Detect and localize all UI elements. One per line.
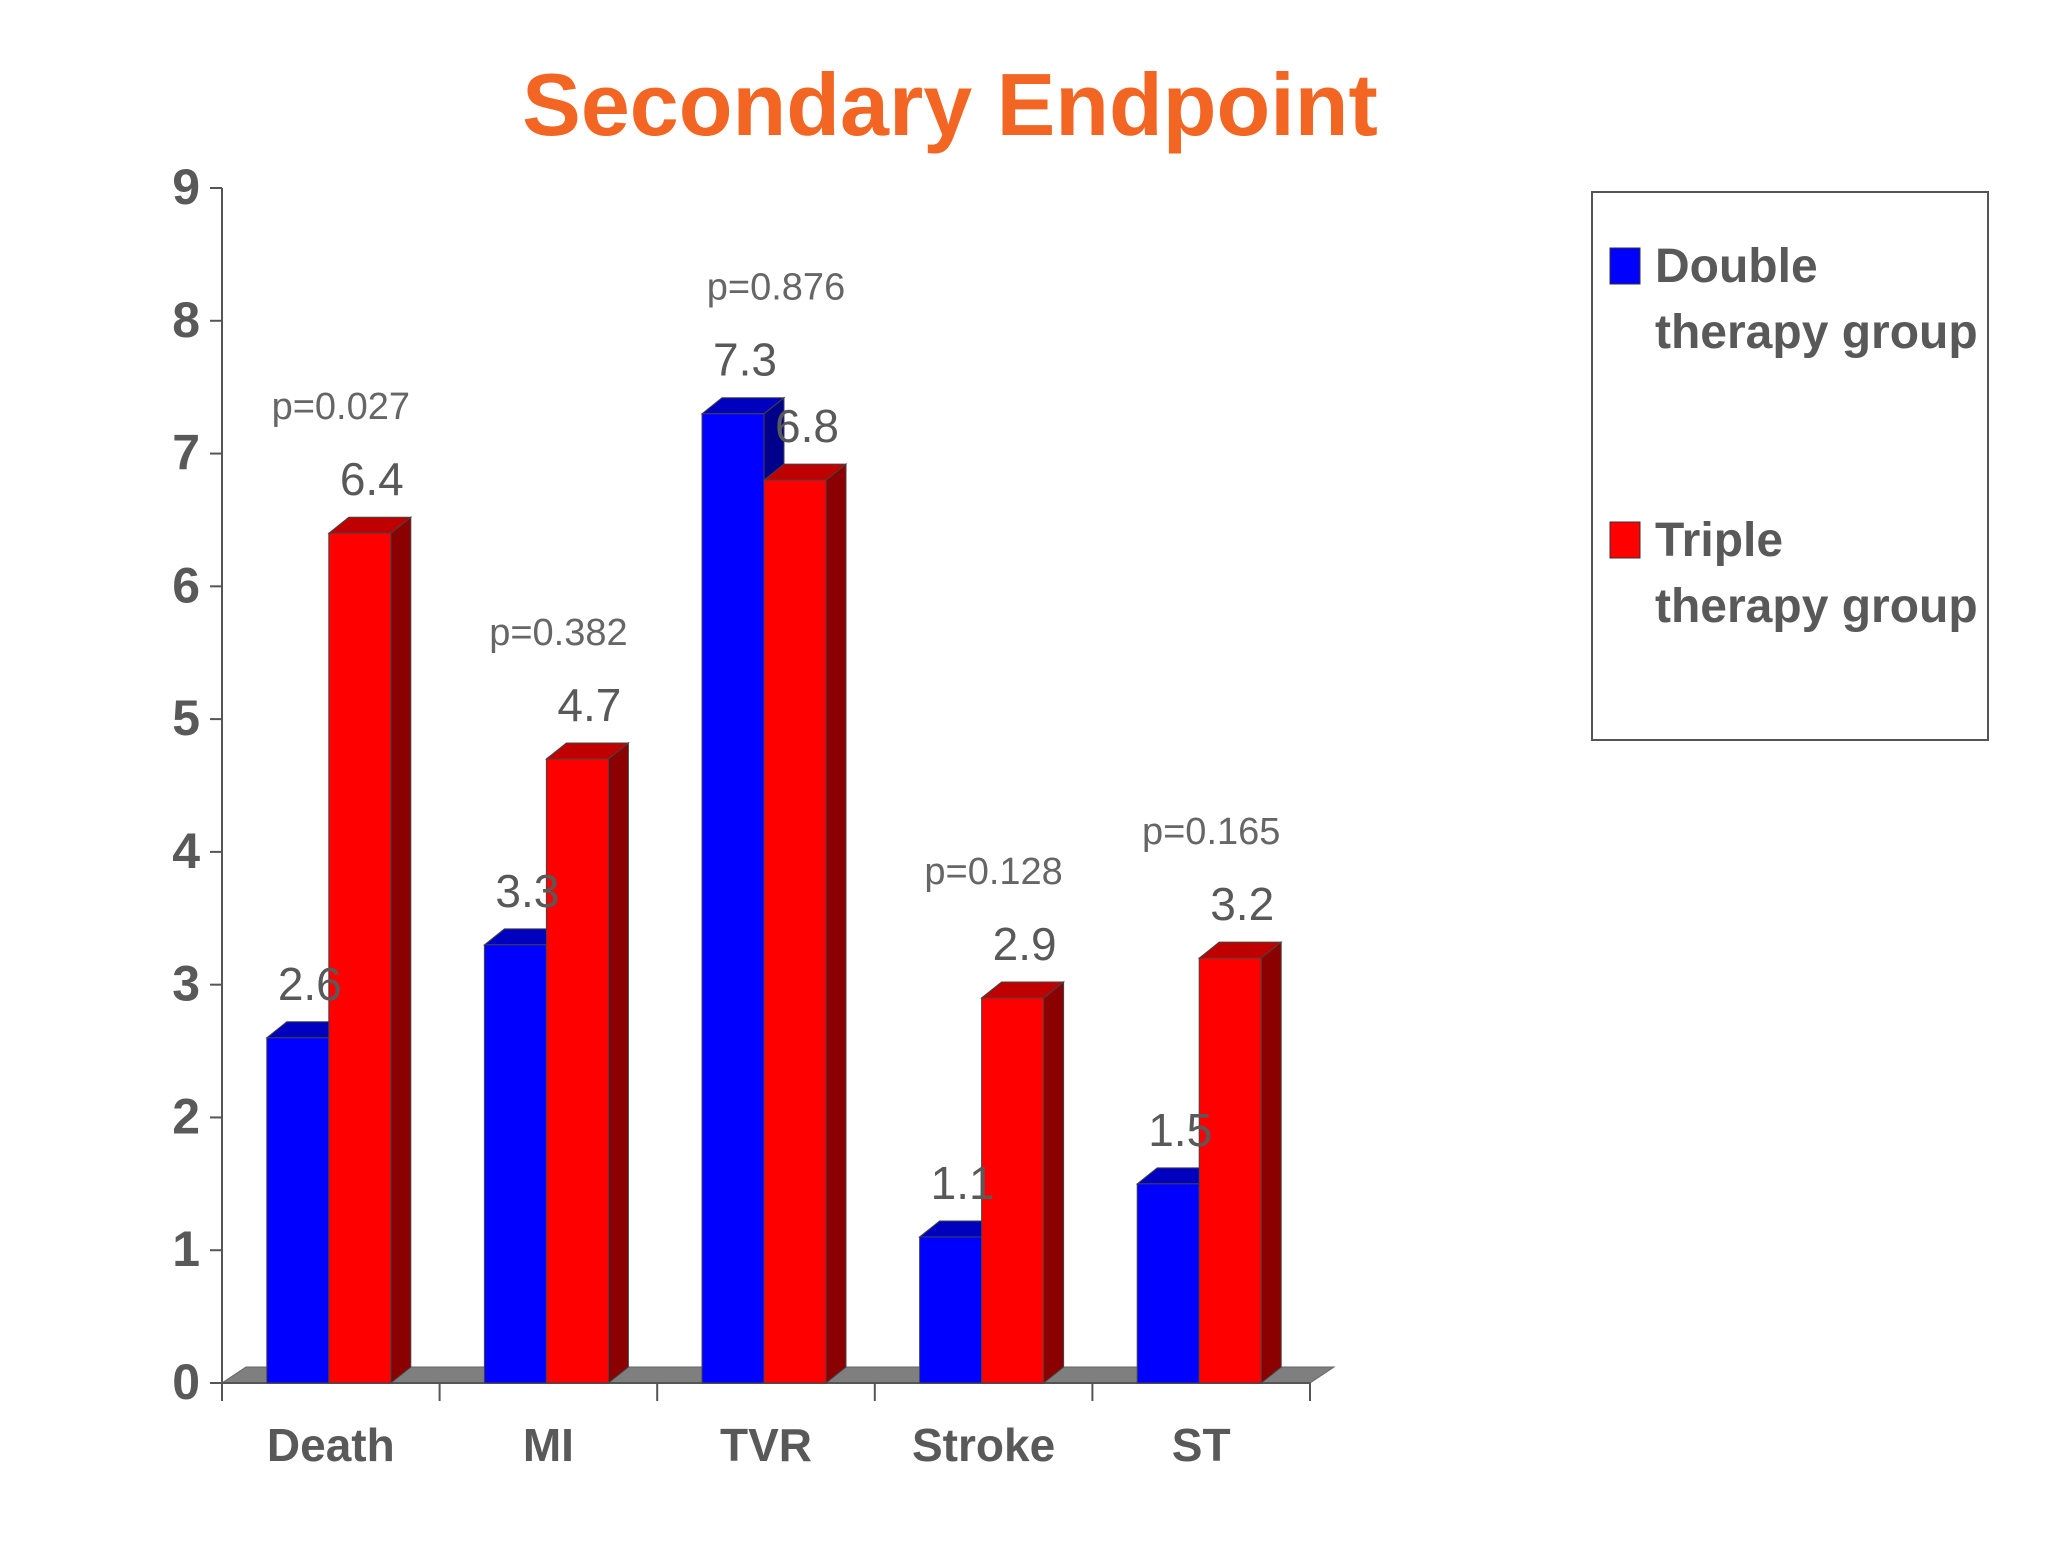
bar-triple-therapy (981, 997, 1045, 1384)
bar-double-therapy (919, 1236, 983, 1384)
p-value-annotation: p=0.128 (924, 851, 1062, 893)
y-tick-label: 3 (172, 956, 200, 1012)
p-value-annotation: p=0.876 (707, 267, 845, 309)
x-tick-label: MI (523, 1419, 574, 1471)
y-tick-label: 4 (172, 823, 200, 879)
bar-side (607, 741, 629, 1385)
data-label: 3.2 (1210, 878, 1274, 930)
chart-title: Secondary Endpoint (522, 55, 1378, 154)
data-label: 4.7 (557, 679, 621, 731)
data-label: 2.6 (278, 958, 342, 1010)
data-labels: 2.6 6.4 p=0.027 3.3 4.7 p=0.382 7.3 6.8 p=0.876 1… (272, 267, 1281, 1209)
bars (265, 396, 1283, 1385)
legend-label: Double (1655, 240, 1818, 293)
y-tick-label: 6 (172, 557, 200, 613)
x-tick-label: Stroke (912, 1419, 1055, 1471)
legend-label: Triple (1655, 514, 1783, 567)
y-tick-label: 0 (172, 1354, 200, 1410)
legend-swatch (1609, 521, 1641, 559)
bar-side (390, 516, 412, 1385)
bar-double-therapy (483, 944, 547, 1384)
bar-double-therapy (266, 1037, 330, 1384)
bar-double-therapy (1136, 1183, 1200, 1384)
y-tick-label: 2 (172, 1088, 200, 1144)
y-tick-label: 9 (172, 159, 200, 215)
data-label: 3.3 (495, 865, 559, 917)
x-tick-label: TVR (720, 1419, 812, 1471)
bar-side (825, 463, 847, 1385)
x-tick-label: ST (1172, 1419, 1231, 1471)
p-value-annotation: p=0.027 (272, 386, 410, 428)
data-label: 6.8 (775, 400, 839, 452)
y-tick-label: 7 (172, 425, 200, 481)
legend-label: therapy group (1655, 580, 1978, 633)
legend-box (1591, 191, 1989, 741)
data-label: 1.1 (931, 1157, 995, 1209)
legend-label: therapy group (1655, 306, 1978, 359)
data-label: 6.4 (340, 453, 404, 505)
legend: Double therapy group Triple therapy group (1591, 191, 1989, 741)
x-tick-label: Death (267, 1419, 395, 1471)
bar-side (1043, 980, 1065, 1385)
data-label: 2.9 (993, 918, 1057, 970)
y-tick-label: 5 (172, 690, 200, 746)
bar-double-therapy (701, 413, 765, 1384)
y-tick-label: 8 (172, 292, 200, 348)
data-label: 1.5 (1148, 1104, 1212, 1156)
bar-triple-therapy (545, 758, 609, 1384)
bar-triple-therapy (1198, 957, 1262, 1384)
p-value-annotation: p=0.382 (489, 612, 627, 654)
y-tick-label: 1 (172, 1221, 200, 1277)
axes: 0 1 2 3 4 5 6 7 8 9 Death MI TVR Stroke ST (172, 159, 1311, 1471)
data-label: 7.3 (713, 334, 777, 386)
bar-side (1260, 941, 1282, 1385)
p-value-annotation: p=0.165 (1142, 811, 1280, 853)
bar-triple-therapy (328, 532, 392, 1384)
bar-triple-therapy (763, 479, 827, 1384)
legend-swatch (1609, 247, 1641, 285)
